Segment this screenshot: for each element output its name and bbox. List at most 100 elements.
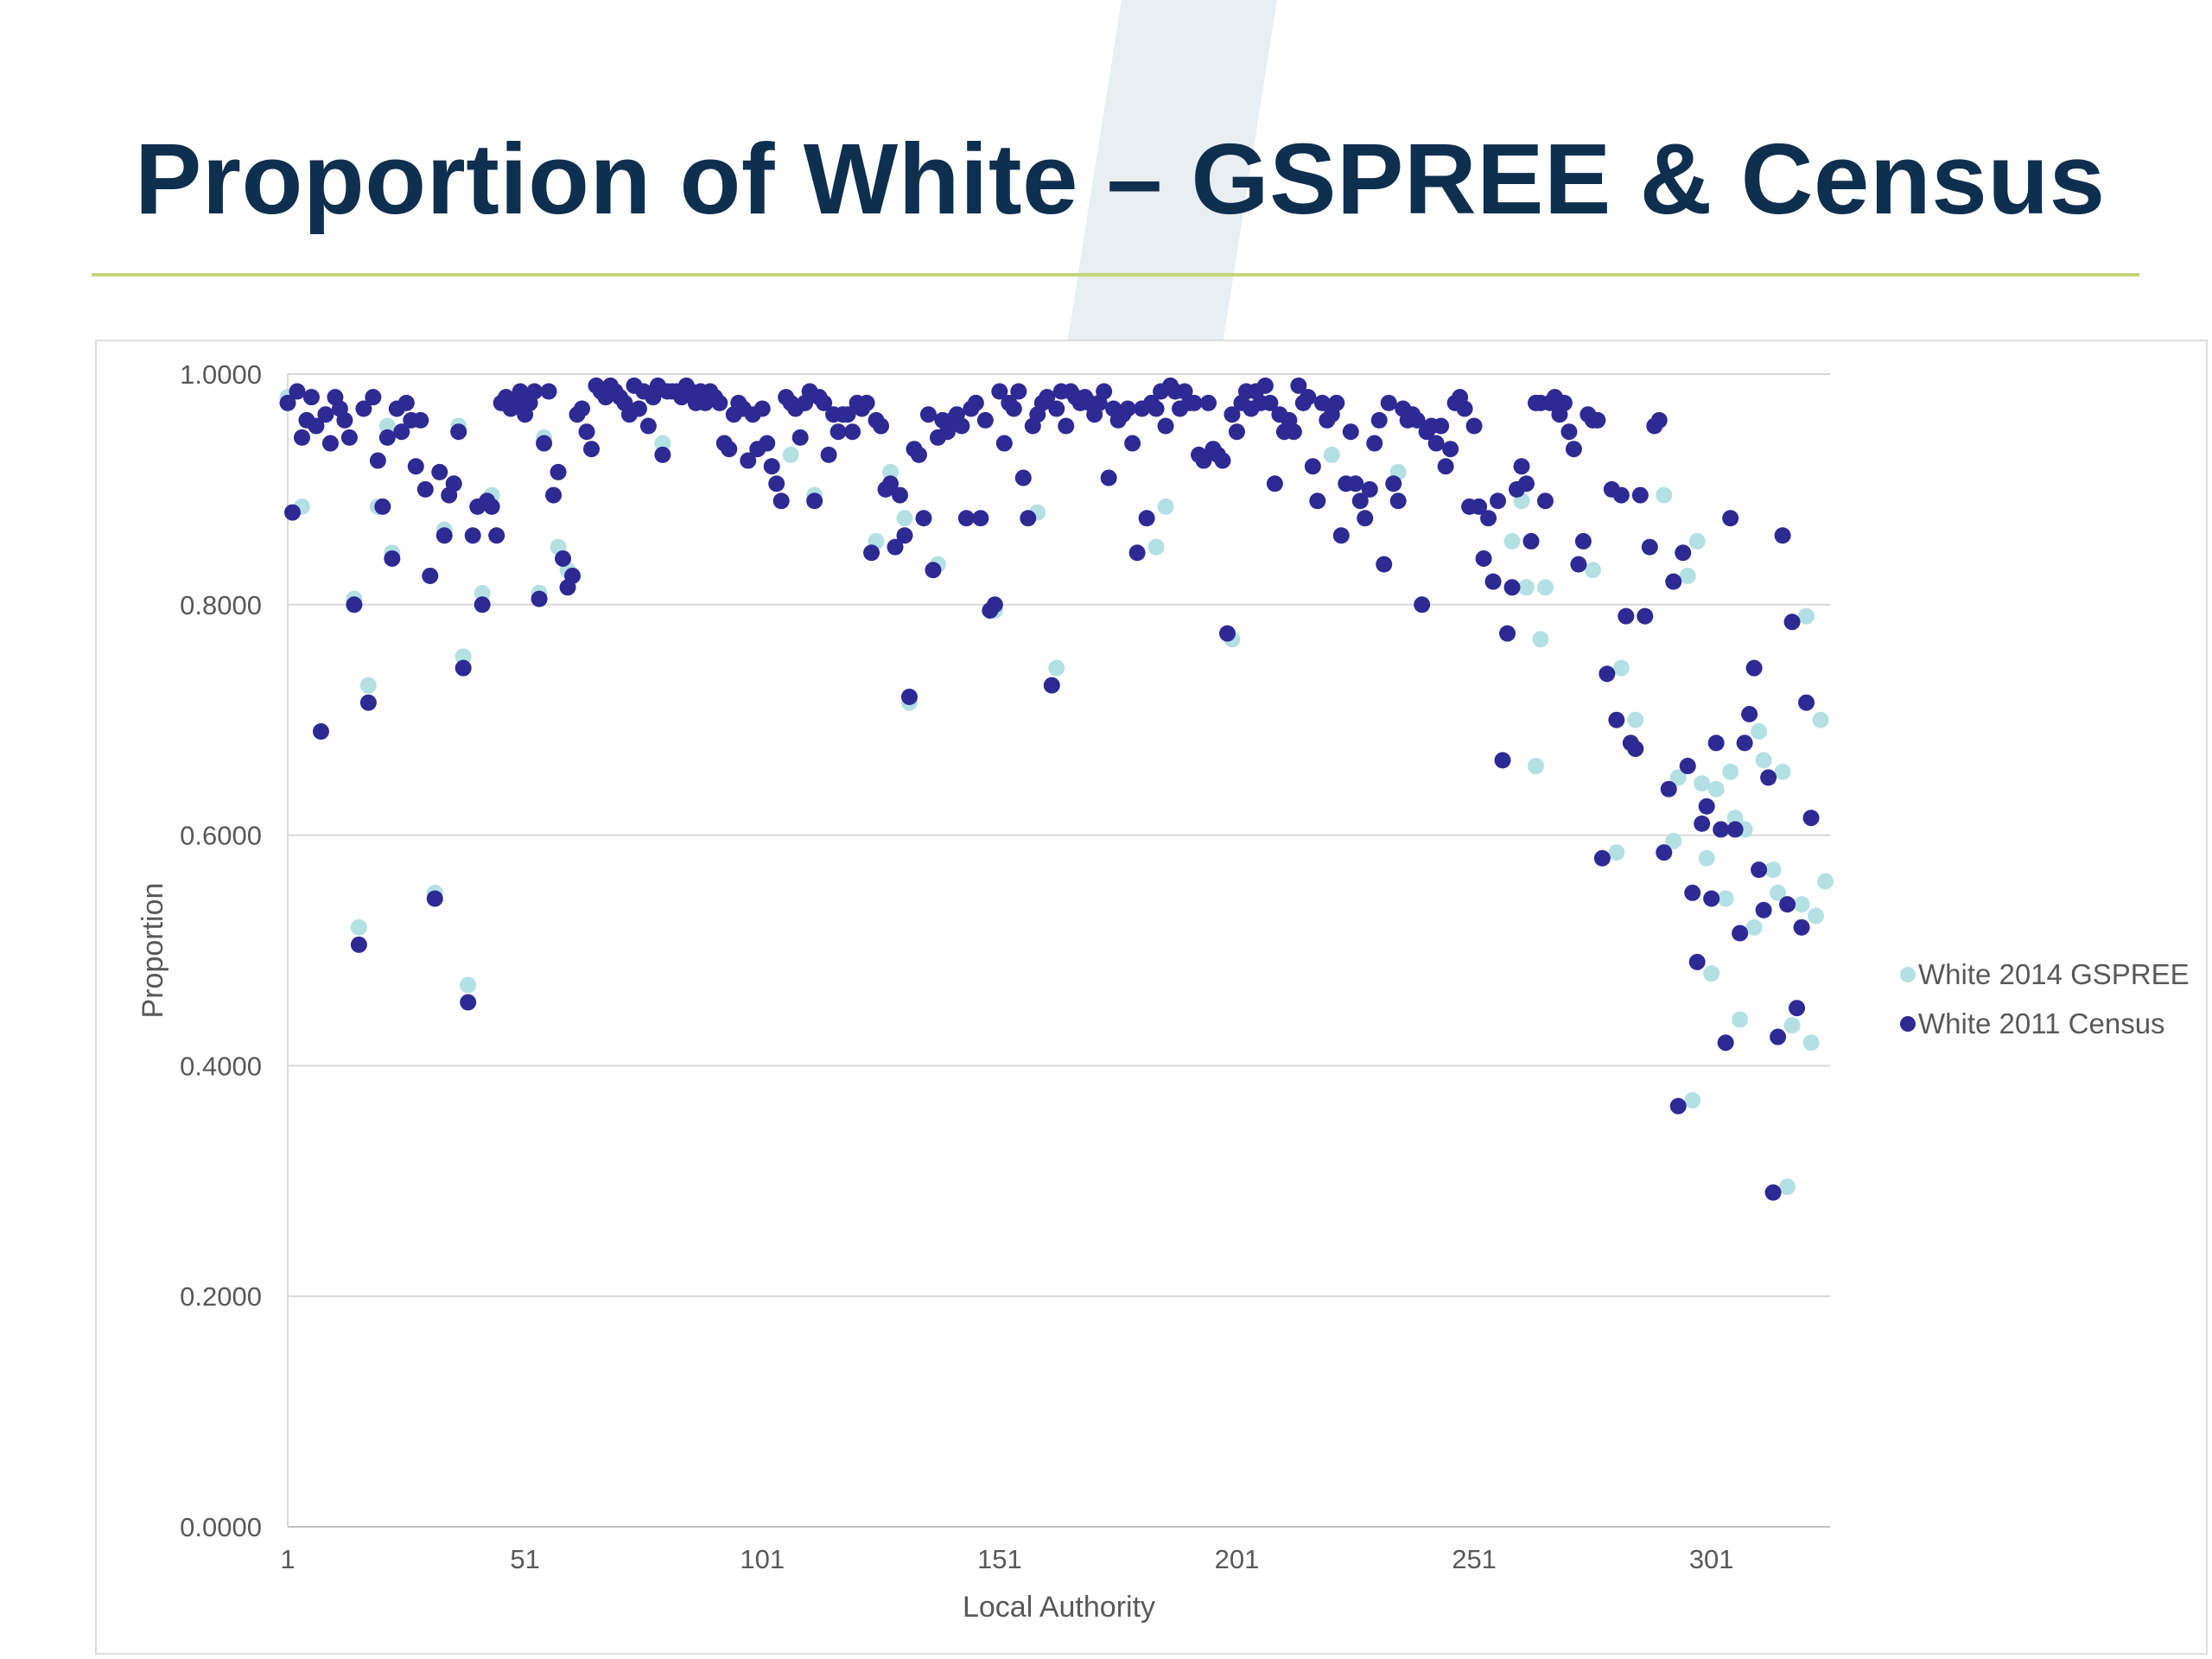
- data-point: [1789, 1000, 1806, 1017]
- data-point: [711, 394, 728, 411]
- data-point: [1262, 394, 1279, 411]
- data-point: [474, 584, 491, 601]
- data-point: [1513, 458, 1530, 475]
- data-point: [1707, 780, 1725, 798]
- data-point: [1755, 901, 1772, 918]
- legend: White 2014 GSPREE White 2011 Census: [1900, 958, 2190, 1039]
- data-point: [321, 435, 339, 452]
- data-point: [1779, 1178, 1796, 1195]
- data-point: [1679, 758, 1696, 775]
- data-point: [1694, 775, 1711, 792]
- data-point: [550, 463, 567, 480]
- data-point: [1376, 556, 1393, 573]
- data-point: [1147, 400, 1165, 417]
- data-point: [791, 429, 809, 446]
- legend-label: White 2014 GSPREE: [1918, 958, 2190, 990]
- data-point: [772, 493, 790, 510]
- data-point: [1717, 890, 1734, 907]
- data-point: [289, 383, 306, 400]
- data-point: [896, 510, 913, 527]
- data-point: [1138, 510, 1155, 527]
- data-point: [1612, 486, 1630, 504]
- x-tick-label: 201: [1215, 1544, 1260, 1574]
- x-tick-label: 1: [280, 1544, 295, 1574]
- data-point: [863, 544, 880, 562]
- data-point: [1328, 394, 1345, 411]
- data-point: [1612, 659, 1630, 677]
- data-point: [1707, 734, 1725, 752]
- data-point: [1503, 532, 1521, 550]
- data-point: [359, 694, 377, 711]
- data-point: [1414, 596, 1431, 613]
- data-point: [1499, 625, 1516, 642]
- y-tick-label: 0.0000: [180, 1512, 262, 1542]
- data-point: [1185, 394, 1203, 411]
- data-point: [1656, 844, 1673, 861]
- data-point: [1608, 711, 1625, 728]
- data-point: [422, 567, 439, 584]
- data-point: [1128, 544, 1146, 562]
- data-point: [972, 510, 989, 527]
- data-point: [759, 435, 776, 452]
- data-point: [768, 475, 785, 493]
- data-point: [1351, 493, 1369, 510]
- data-point: [555, 550, 572, 567]
- data-point: [1669, 1097, 1687, 1115]
- data-point: [1195, 452, 1212, 469]
- data-point: [887, 538, 904, 556]
- data-point: [1555, 394, 1573, 411]
- data-point: [1713, 821, 1730, 838]
- data-point: [1732, 1011, 1749, 1028]
- data-point: [1618, 607, 1635, 625]
- data-point: [654, 446, 671, 463]
- data-point: [336, 411, 353, 429]
- data-point: [1656, 486, 1673, 504]
- data-point: [1043, 677, 1060, 694]
- data-point: [536, 435, 553, 452]
- data-point: [1599, 665, 1616, 683]
- data-point: [1475, 550, 1492, 567]
- data-point: [1665, 573, 1682, 590]
- data-point: [1370, 411, 1388, 429]
- x-tick-label: 251: [1452, 1544, 1497, 1574]
- data-point: [1631, 486, 1649, 504]
- data-point: [397, 394, 415, 411]
- data-point: [1157, 498, 1174, 515]
- title-divider: [92, 273, 2139, 276]
- data-point: [953, 417, 970, 435]
- data-point: [454, 648, 472, 665]
- data-point: [359, 677, 377, 694]
- data-point: [355, 400, 372, 417]
- data-point: [1779, 896, 1796, 913]
- data-point: [820, 446, 837, 463]
- data-point: [431, 463, 448, 480]
- data-point: [454, 659, 472, 677]
- data-point: [1048, 659, 1065, 677]
- data-point: [279, 394, 296, 411]
- data-point: [1736, 734, 1753, 752]
- data-point: [1522, 532, 1540, 550]
- data-point: [915, 510, 932, 527]
- data-point: [350, 936, 367, 953]
- data-point: [460, 994, 477, 1011]
- data-point: [1285, 423, 1302, 441]
- data-point: [340, 429, 358, 446]
- x-tick-label: 151: [977, 1544, 1022, 1574]
- data-point: [1347, 475, 1364, 493]
- data-point: [1119, 400, 1136, 417]
- data-point: [1764, 861, 1782, 879]
- data-point: [1798, 694, 1815, 711]
- data-point: [1637, 607, 1654, 625]
- data-point: [350, 918, 367, 936]
- data-point: [346, 596, 363, 613]
- data-point: [1342, 423, 1359, 441]
- data-point: [1484, 573, 1502, 590]
- data-point: [1380, 394, 1397, 411]
- data-point: [1802, 1034, 1820, 1052]
- data-point: [293, 429, 310, 446]
- data-points: [279, 377, 1834, 1201]
- data-point: [416, 480, 434, 498]
- data-point: [426, 890, 443, 907]
- data-point: [1660, 780, 1677, 798]
- data-point: [1722, 510, 1739, 527]
